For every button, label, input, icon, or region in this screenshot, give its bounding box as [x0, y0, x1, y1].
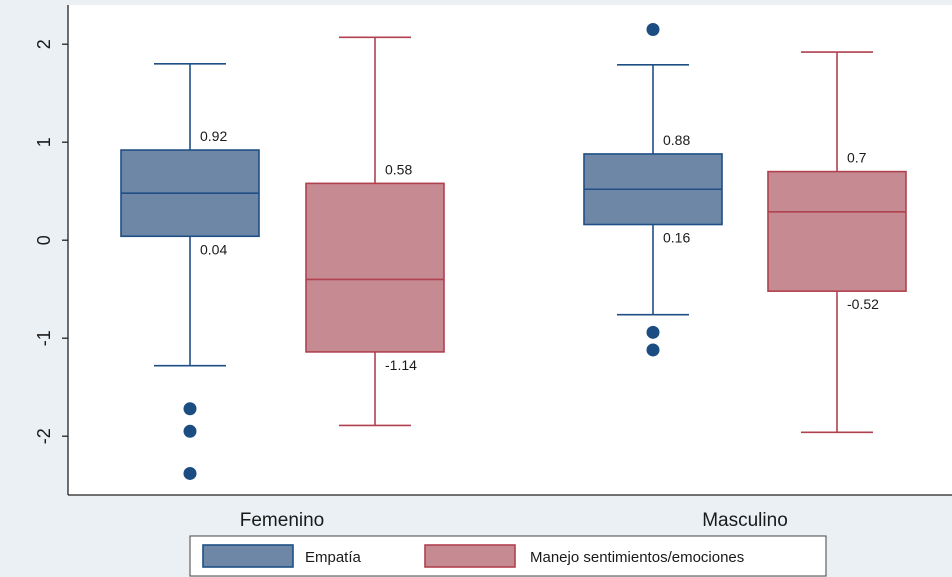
legend-label: Manejo sentimientos/emociones — [530, 549, 744, 566]
legend-swatch — [424, 544, 516, 568]
box-plot-group: 0.92 0.04 — [120, 62, 260, 480]
legend-label: Empatía — [305, 549, 362, 566]
legend-swatch — [202, 544, 294, 568]
y-tick-label: -2 — [34, 428, 54, 444]
outlier-point — [646, 343, 660, 357]
box-series: 0.92 0.04 0.88 0.16 0.58 -1.14 0.7 -0.52 — [120, 23, 907, 480]
x-axis-labels: Femenino Masculino — [240, 510, 788, 531]
y-tick-label: 2 — [34, 39, 54, 49]
q1-value-label: 0.04 — [200, 241, 227, 257]
q1-value-label: -0.52 — [847, 296, 879, 312]
x-category-label: Masculino — [702, 510, 788, 531]
box-plot-group: 0.7 -0.52 — [767, 51, 907, 434]
y-axis-ticks: -2 -1 0 1 2 — [34, 39, 68, 444]
y-tick-label: 1 — [34, 137, 54, 147]
outlier-point — [183, 466, 197, 480]
q3-value-label: 0.92 — [200, 128, 227, 144]
y-tick-label: 0 — [34, 235, 54, 245]
y-tick-label: -1 — [34, 330, 54, 346]
q3-value-label: 0.88 — [663, 132, 690, 148]
box-plot-group: 0.88 0.16 — [583, 23, 723, 357]
legend: Empatía Manejo sentimientos/emociones — [189, 535, 827, 577]
q1-value-label: -1.14 — [385, 357, 417, 373]
x-category-label: Femenino — [240, 510, 325, 531]
box-iqr — [305, 182, 445, 353]
q3-value-label: 0.58 — [385, 161, 412, 177]
box-plot-group: 0.58 -1.14 — [305, 36, 445, 427]
q1-value-label: 0.16 — [663, 230, 690, 246]
box-iqr — [767, 170, 907, 292]
outlier-point — [646, 23, 660, 36]
q3-value-label: 0.7 — [847, 150, 867, 166]
outlier-point — [183, 402, 197, 416]
outlier-point — [183, 424, 197, 438]
outlier-point — [646, 325, 660, 339]
